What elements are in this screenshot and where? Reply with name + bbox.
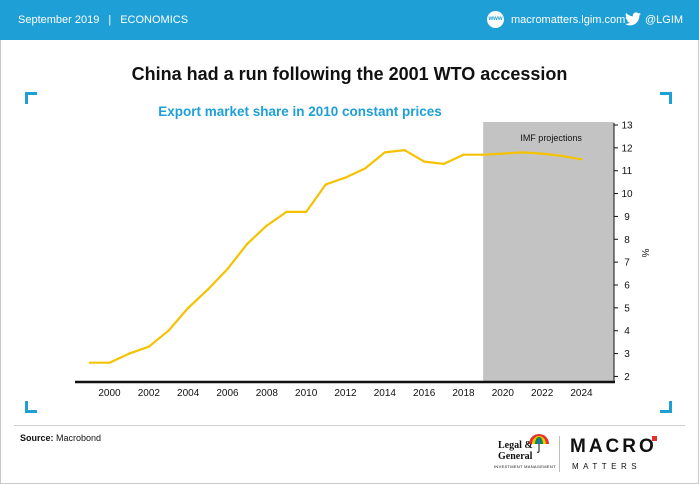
y-tick-label: 9 [624, 212, 630, 223]
legal-general-logo-line2: General [498, 451, 533, 462]
x-tick-label: 2016 [413, 388, 436, 399]
legal-general-logo-line3: INVESTMENT MANAGEMENT [494, 464, 556, 469]
x-tick-label: 2010 [295, 388, 318, 399]
y-tick-label: 5 [624, 303, 630, 314]
header-left: September 2019 | ECONOMICS [18, 14, 188, 26]
data-point [560, 154, 563, 157]
website-link[interactable]: macromatters.lgim.com [511, 14, 626, 26]
corner-bracket-bottom-left [25, 401, 37, 413]
x-tick-label: 2018 [452, 388, 475, 399]
x-tick-label: 2004 [177, 388, 200, 399]
y-tick-label: 11 [622, 166, 633, 177]
source-label: Source: [20, 433, 54, 443]
y-tick-label: 4 [624, 326, 630, 337]
header-bar: September 2019 | ECONOMICS www macromatter… [0, 0, 699, 40]
macro-logo-red-square-icon [652, 436, 657, 441]
data-point [462, 153, 465, 156]
imf-projections-label: IMF projections [520, 133, 582, 143]
data-point [403, 149, 406, 152]
x-tick-label: 2012 [334, 388, 357, 399]
logo-divider [559, 436, 560, 472]
legal-general-umbrella-logo-icon [529, 434, 549, 453]
y-tick-label: 8 [624, 235, 630, 246]
y-axis: 2 3 4 5 6 7 8 9 10 11 12 13 [613, 121, 633, 383]
footer-divider [14, 425, 685, 426]
data-point [364, 167, 367, 170]
data-point [206, 288, 209, 291]
x-tick-label: 2006 [216, 388, 239, 399]
data-point [108, 361, 111, 364]
data-point [423, 160, 426, 163]
data-point [265, 224, 268, 227]
macro-matters-logo: MACRO [570, 436, 657, 457]
data-point [482, 153, 485, 156]
data-point [324, 183, 327, 186]
x-axis: 2000 2002 2004 2006 2008 2010 2012 2014 2016 2018… [75, 380, 615, 399]
x-tick-label: 2014 [374, 388, 397, 399]
corner-bracket-top-left [25, 92, 37, 104]
twitter-bird-icon[interactable] [625, 12, 641, 26]
data-point [147, 345, 150, 348]
data-point [187, 306, 190, 309]
source-note: Source: Macrobond [20, 433, 101, 443]
source-value: Macrobond [56, 433, 102, 443]
data-point [541, 152, 544, 155]
data-point [128, 352, 131, 355]
x-tick-label: 2000 [98, 388, 121, 399]
y-tick-label: 7 [624, 258, 630, 269]
data-point [344, 176, 347, 179]
header-separator: | [108, 14, 112, 26]
data-point [580, 158, 583, 161]
x-tick-label: 2002 [138, 388, 161, 399]
y-tick-label: 3 [624, 349, 630, 360]
legal-general-logo-line1: Legal & [498, 440, 533, 451]
y-tick-label: 10 [621, 189, 633, 200]
x-tick-label: 2008 [256, 388, 279, 399]
data-point [167, 329, 170, 332]
data-point [246, 242, 249, 245]
x-tick-label: 2020 [492, 388, 515, 399]
web-globe-icon[interactable]: www [487, 11, 504, 28]
x-tick-label: 2022 [531, 388, 554, 399]
chart-title: Export market share in 2010 constant pri… [158, 104, 442, 119]
data-point [226, 267, 229, 271]
series-points [88, 149, 583, 364]
y-tick-label: 13 [621, 121, 633, 132]
y-tick-label: 12 [621, 143, 633, 154]
data-point [521, 151, 524, 154]
data-point [383, 151, 386, 154]
macro-matters-logo-subtext: MATTERS [572, 462, 642, 471]
header-section: ECONOMICS [120, 14, 189, 26]
x-tick-label: 2024 [570, 388, 593, 399]
series-line-export-share [89, 149, 582, 364]
data-point [285, 210, 288, 213]
y-axis-label: % [639, 249, 650, 258]
data-point [442, 162, 445, 165]
y-tick-label: 2 [624, 372, 630, 383]
corner-bracket-bottom-right [660, 401, 672, 413]
imf-projections-shading [483, 122, 614, 381]
slide-title: China had a run following the 2001 WTO a… [131, 64, 568, 84]
header-date: September 2019 [18, 14, 100, 26]
corner-bracket-top-right [660, 92, 672, 104]
twitter-handle[interactable]: @LGIM [645, 14, 684, 26]
data-point [501, 152, 504, 155]
data-point [305, 210, 308, 213]
data-point [88, 361, 91, 364]
y-tick-label: 6 [624, 281, 630, 292]
